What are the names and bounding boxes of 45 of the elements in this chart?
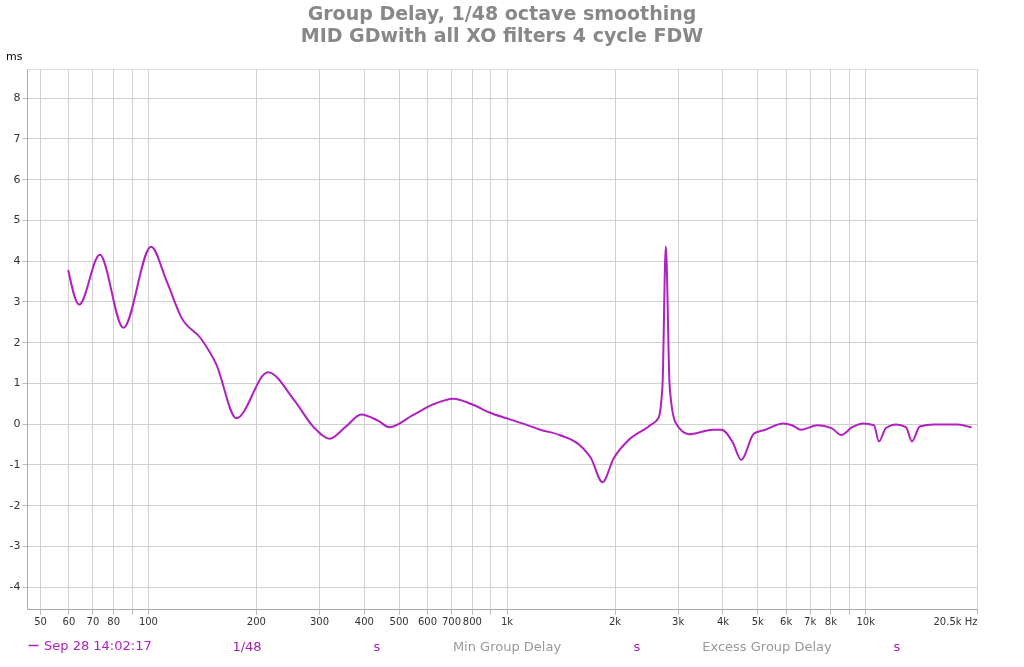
text: s <box>373 639 381 654</box>
x-tick-label: 60 <box>62 615 76 627</box>
x-tick-label: 100 <box>138 615 158 627</box>
x-tick-label: 6k <box>780 615 793 627</box>
x-tick-label: 1k <box>500 615 514 627</box>
x-tick-label: 800 <box>462 615 482 627</box>
x-tick-label: 2k <box>608 615 622 627</box>
y-tick-label: 0 <box>13 417 21 431</box>
x-tick-label: 80 <box>107 615 121 627</box>
text: s <box>633 639 641 654</box>
legend-label: Sep 28 14:02:17 <box>44 637 152 653</box>
y-tick-label: 1 <box>13 376 21 390</box>
y-tick-label: 3 <box>13 294 21 308</box>
x-tick-label: 70 <box>86 615 100 627</box>
y-tick-label: 6 <box>13 172 21 186</box>
y-tick-label: 2 <box>13 335 21 349</box>
x-tick-label: 600 <box>417 615 438 627</box>
y-tick-label: 8 <box>13 91 21 105</box>
y-tick-label: 4 <box>13 254 21 268</box>
x-tick-label: 300 <box>310 615 330 627</box>
text: Min Group Delay <box>452 639 562 654</box>
y-tick-label: -4 <box>9 580 21 594</box>
text: 1/48 <box>232 639 262 654</box>
chart-subtitle: MID GDwith all XO filters 4 cycle FDW <box>300 24 704 46</box>
x-tick-label: 50 <box>34 615 47 627</box>
chart-title: Group Delay, 1/48 octave smoothing <box>307 2 697 24</box>
x-tick-label: 200 <box>246 615 266 627</box>
y-tick-label: -2 <box>9 498 21 512</box>
x-tick-label: 3k <box>672 615 685 627</box>
x-tick-label: 20.5k Hz <box>933 615 978 627</box>
x-tick-label: 400 <box>354 615 374 627</box>
x-tick-label: 700 <box>441 615 462 627</box>
y-tick-label: -1 <box>9 457 21 471</box>
x-tick-label: 7k <box>804 615 817 627</box>
y-tick-label: -3 <box>9 539 21 553</box>
x-tick-label: 8k <box>824 615 838 627</box>
text: s <box>893 639 901 654</box>
y-tick-label: 5 <box>13 213 21 227</box>
text: Excess Group Delay <box>702 639 833 654</box>
x-tick-label: 5k <box>751 615 765 627</box>
x-tick-label: 10k <box>856 615 876 627</box>
x-tick-label: 4k <box>716 615 730 627</box>
y-axis-title: ms <box>6 49 23 63</box>
y-tick-label: 7 <box>13 131 21 145</box>
x-tick-label: 500 <box>389 615 409 627</box>
